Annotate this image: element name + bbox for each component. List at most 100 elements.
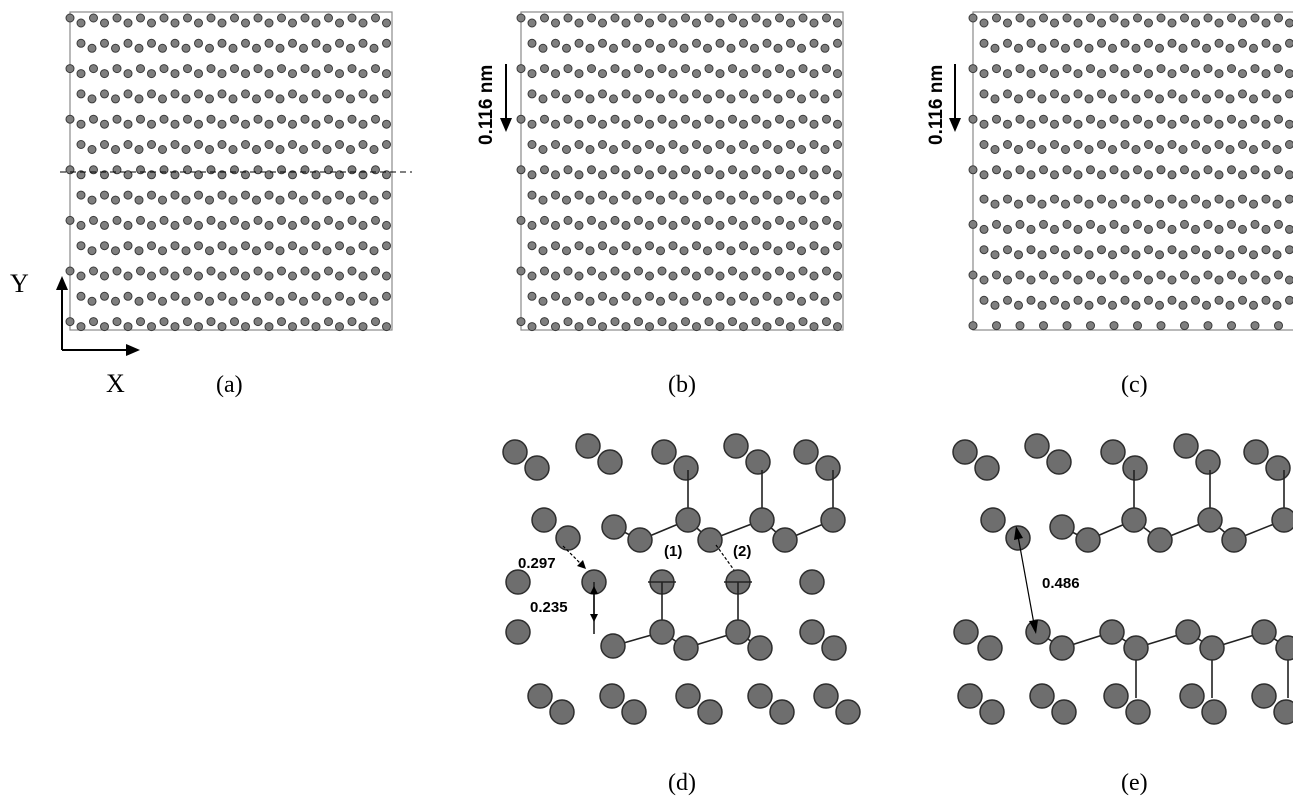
atom <box>1109 270 1119 280</box>
atom <box>820 296 830 306</box>
atom <box>681 317 690 327</box>
atom <box>1073 224 1083 234</box>
atom <box>979 38 989 48</box>
atom <box>228 43 238 53</box>
atom <box>76 220 86 230</box>
atom <box>992 219 1001 229</box>
atom <box>621 170 631 180</box>
atom <box>136 266 145 276</box>
atom <box>692 119 701 129</box>
atom <box>253 215 263 225</box>
atom <box>346 195 355 205</box>
atom <box>100 38 109 48</box>
atom <box>1108 300 1117 310</box>
atom <box>1015 114 1025 124</box>
down-arrow-icon <box>949 118 961 132</box>
atom <box>1249 94 1258 104</box>
atom <box>170 18 180 28</box>
atom <box>158 296 167 306</box>
atom <box>621 69 631 79</box>
atom <box>1250 165 1260 175</box>
atom <box>1050 245 1059 255</box>
atom <box>762 241 772 251</box>
atom <box>346 43 355 53</box>
atom <box>76 190 86 200</box>
atom <box>206 64 216 74</box>
atom <box>563 114 573 124</box>
atom <box>65 13 75 23</box>
atom <box>111 296 120 306</box>
atom <box>288 220 297 230</box>
atom <box>181 94 191 104</box>
atom <box>769 699 795 725</box>
atom <box>112 165 122 175</box>
atom <box>555 525 581 551</box>
atom <box>574 190 584 200</box>
atom <box>645 89 654 99</box>
atom <box>551 291 560 301</box>
atom <box>598 241 607 251</box>
atom <box>100 140 109 149</box>
atom <box>358 69 368 79</box>
atom <box>347 266 357 276</box>
atom <box>134 94 144 104</box>
atom <box>1003 295 1012 305</box>
atom <box>703 195 712 205</box>
atom <box>241 291 250 301</box>
atom <box>100 291 109 301</box>
atom <box>598 89 607 99</box>
atom <box>1120 194 1130 204</box>
atom <box>1015 270 1025 280</box>
atom <box>715 119 725 129</box>
atom <box>1202 43 1211 53</box>
atom <box>668 190 678 200</box>
atom <box>762 38 772 48</box>
panel-c-shift-label: 0.116 nm <box>926 65 947 145</box>
atom <box>159 215 169 225</box>
atom <box>65 165 75 175</box>
atom <box>1274 114 1283 124</box>
atom <box>1214 245 1224 255</box>
atom <box>123 291 133 301</box>
atom <box>1099 619 1125 645</box>
atom <box>1061 199 1070 209</box>
atom <box>76 69 86 79</box>
atom <box>123 190 133 200</box>
panel-e-annotations: 0.486 <box>1014 526 1080 634</box>
atom <box>645 38 654 48</box>
atom <box>990 145 1000 154</box>
atom <box>299 145 308 154</box>
atom <box>531 507 557 533</box>
atom <box>1285 295 1293 305</box>
atom <box>76 291 86 301</box>
atom <box>1120 18 1130 28</box>
marker-label-1: (1) <box>664 543 682 560</box>
atom <box>1050 38 1059 48</box>
atom <box>100 18 109 28</box>
atom <box>382 322 391 332</box>
atom <box>598 271 607 281</box>
atom <box>1214 170 1224 180</box>
atom <box>1097 275 1106 285</box>
atom <box>656 43 665 53</box>
atom <box>739 69 748 79</box>
atom <box>1084 94 1094 104</box>
atom <box>527 69 537 79</box>
atom <box>692 291 701 301</box>
atom <box>322 145 332 154</box>
atom <box>241 190 250 200</box>
atom <box>371 13 380 23</box>
atom <box>89 215 98 225</box>
atom <box>147 190 156 200</box>
atom <box>762 170 772 180</box>
atom <box>1285 69 1293 79</box>
atom <box>1131 199 1141 209</box>
atom <box>1024 433 1050 459</box>
atom <box>1243 439 1269 465</box>
atom <box>347 64 357 74</box>
atom <box>1180 321 1189 331</box>
atom <box>726 296 736 306</box>
atom <box>990 94 1000 104</box>
atom <box>1086 321 1095 331</box>
atom <box>264 38 274 48</box>
